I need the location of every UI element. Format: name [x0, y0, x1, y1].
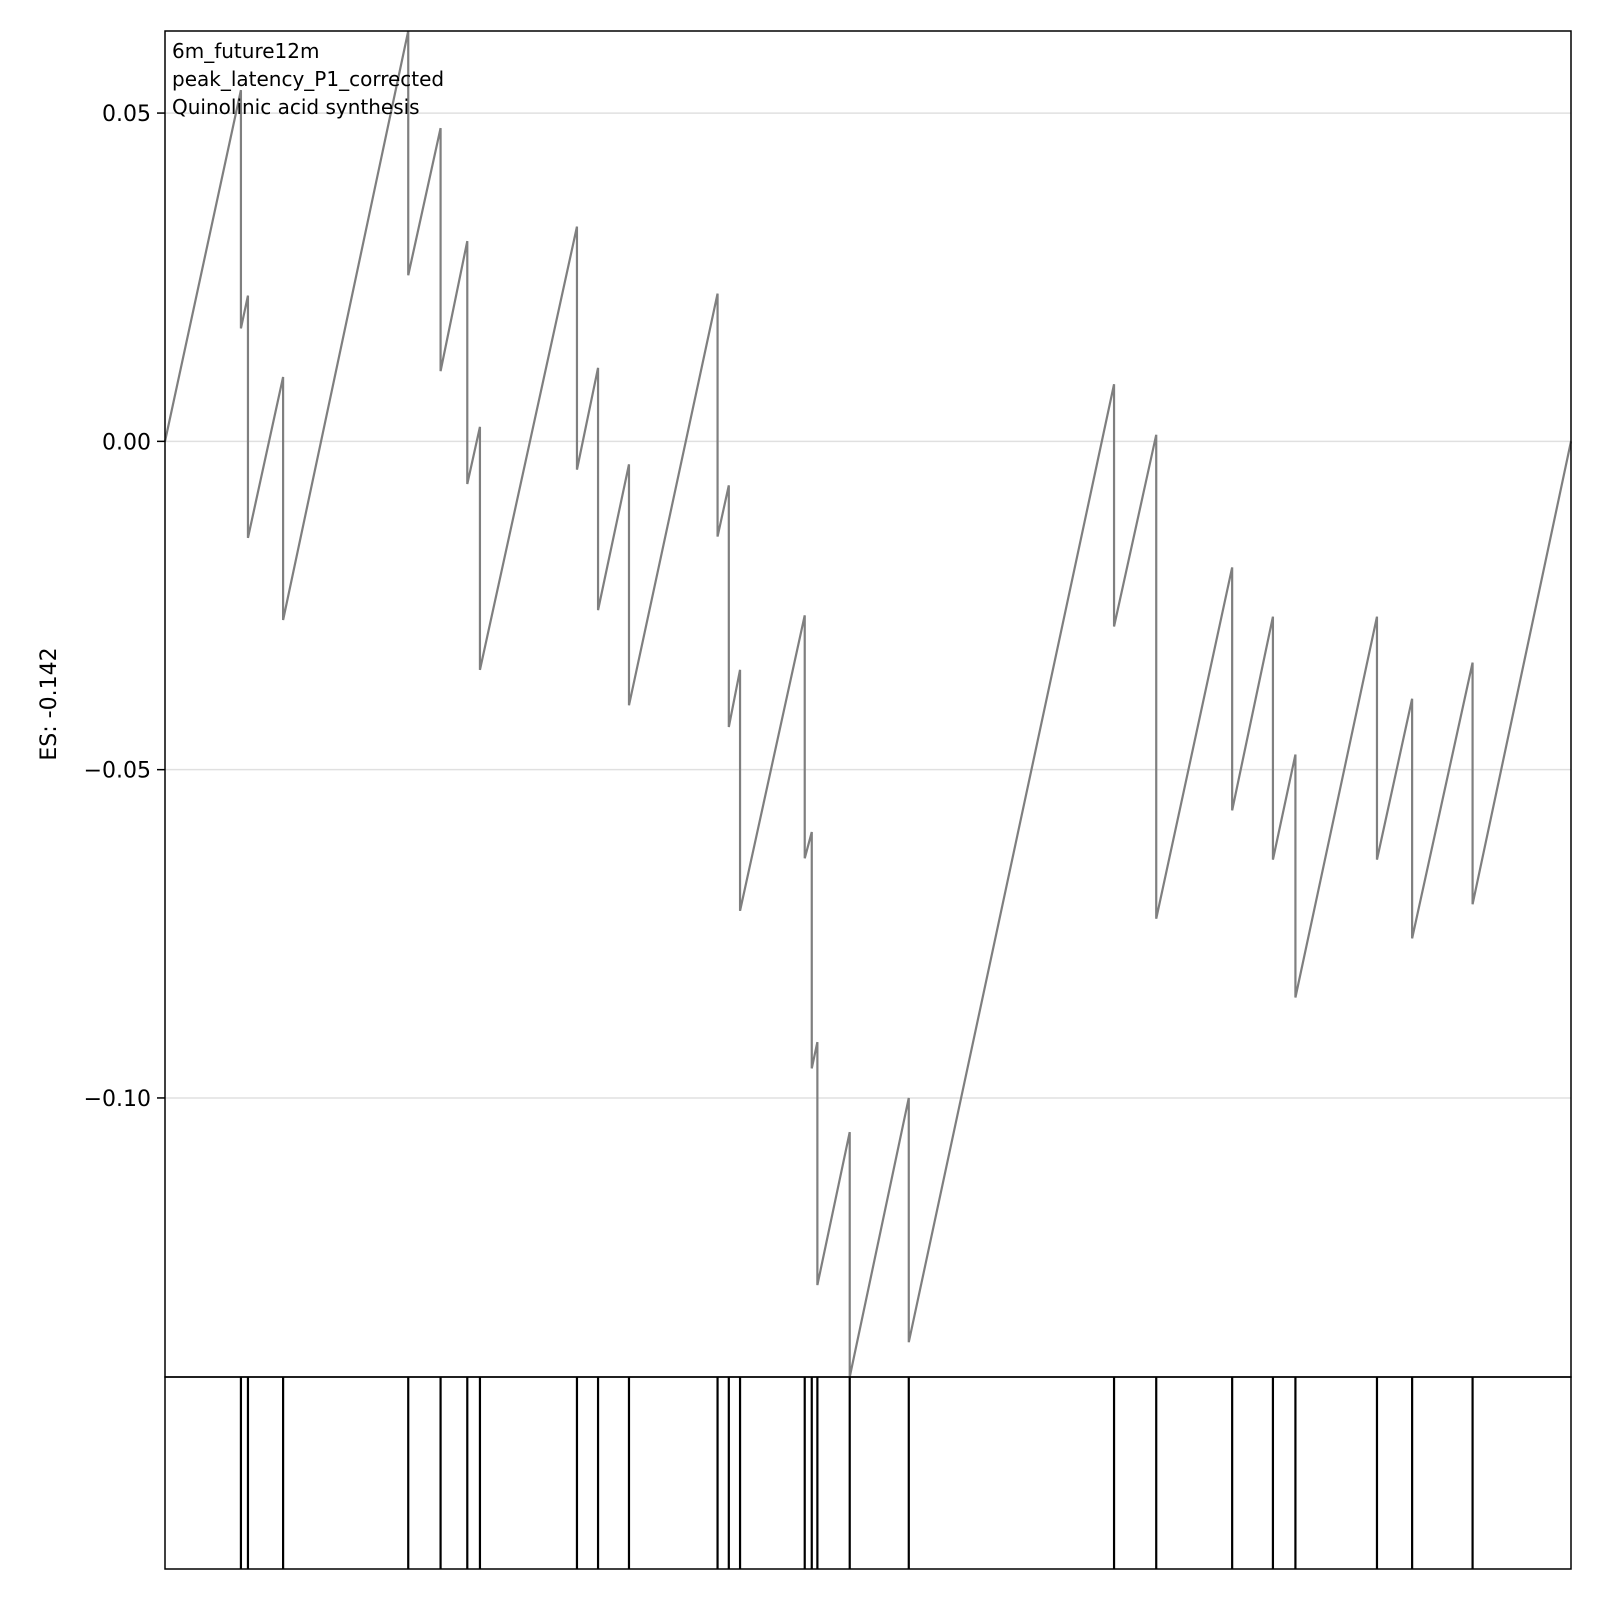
annotation-line-3: Quinolinic acid synthesis	[172, 95, 420, 119]
y-tick-label: −0.05	[84, 759, 151, 784]
annotation-line-2: peak_latency_P1_corrected	[172, 67, 444, 91]
top-panel-frame	[164, 30, 1572, 1378]
y-tick-label: 0.05	[102, 102, 151, 127]
es-curve	[163, 30, 1573, 1378]
hit-barcode	[239, 1377, 1474, 1569]
bottom-panel-frame	[164, 1376, 1572, 1570]
y-axis-label: ES: -0.142	[37, 647, 62, 760]
y-axis-ticks: 0.05 0.00 −0.05 −0.10	[84, 102, 165, 1112]
y-tick-label: 0.00	[102, 430, 151, 455]
annotation-line-1: 6m_future12m	[172, 39, 319, 63]
y-gridlines	[165, 112, 1571, 1099]
es-curve-line	[163, 30, 1573, 1378]
y-tick-label: −0.10	[84, 1087, 151, 1112]
